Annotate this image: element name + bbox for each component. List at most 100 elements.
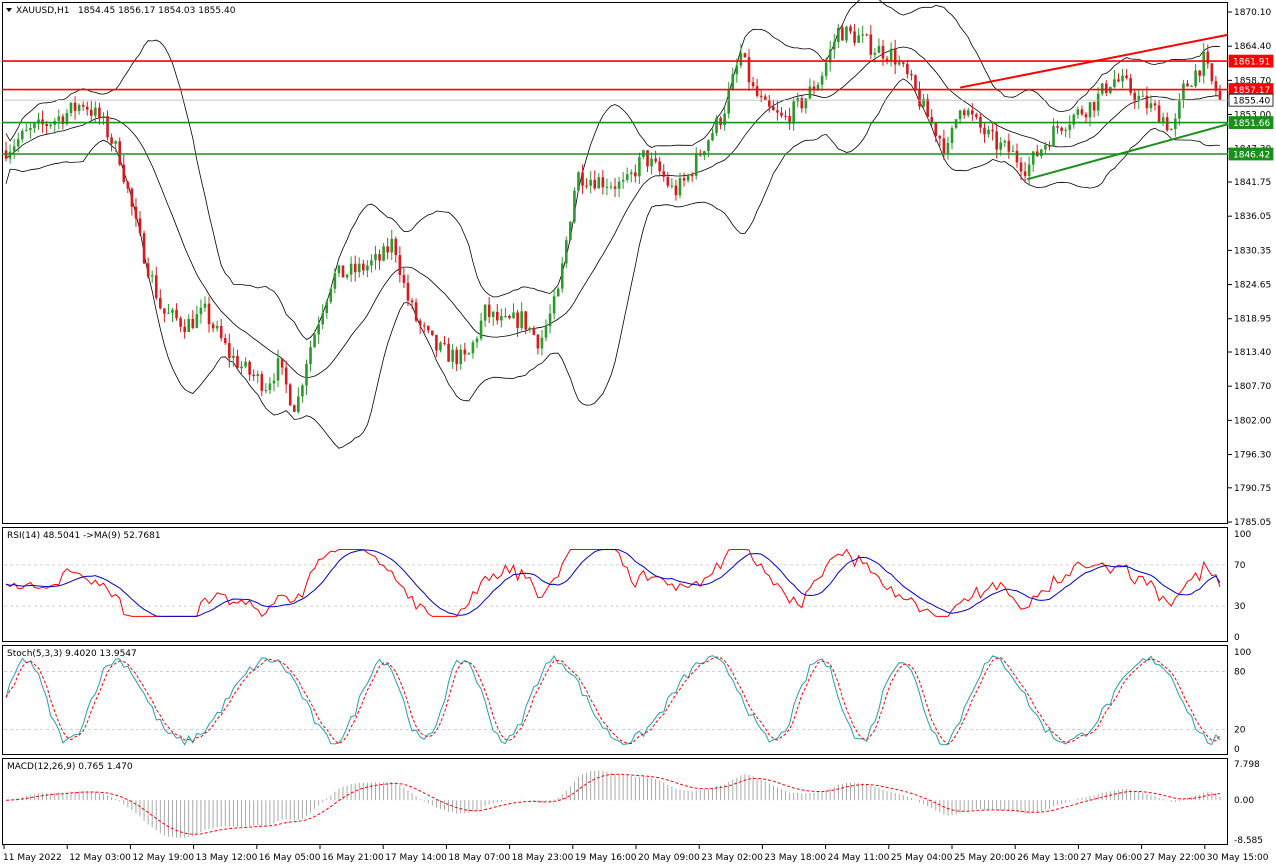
candle[interactable]	[991, 122, 994, 141]
candle[interactable]	[301, 383, 304, 403]
candle[interactable]	[1121, 69, 1124, 89]
candle[interactable]	[463, 342, 467, 362]
candle[interactable]	[780, 107, 783, 118]
candle[interactable]	[487, 297, 491, 324]
candle[interactable]	[776, 100, 779, 121]
candle[interactable]	[260, 371, 264, 397]
candle[interactable]	[146, 257, 150, 279]
candle[interactable]	[479, 312, 483, 341]
candle[interactable]	[613, 178, 617, 198]
candle[interactable]	[195, 305, 199, 329]
candle[interactable]	[33, 122, 36, 133]
candle[interactable]	[122, 155, 126, 185]
candle[interactable]	[321, 304, 325, 330]
candle[interactable]	[329, 288, 333, 305]
candle[interactable]	[1178, 93, 1181, 126]
candle[interactable]	[467, 352, 471, 355]
candle[interactable]	[1092, 101, 1096, 118]
candle[interactable]	[297, 387, 300, 414]
candle[interactable]	[914, 74, 917, 92]
candle[interactable]	[743, 52, 747, 59]
candle[interactable]	[337, 264, 341, 278]
candle[interactable]	[662, 164, 666, 182]
time-axis[interactable]: 11 May 2022 12 May 03:00 12 May 19:00 13 Ma…	[3, 845, 1269, 863]
candle[interactable]	[41, 110, 44, 133]
candle[interactable]	[268, 377, 272, 395]
candle[interactable]	[219, 318, 223, 342]
support-trendline[interactable]	[1026, 123, 1229, 181]
candle[interactable]	[244, 357, 247, 369]
candle[interactable]	[1015, 143, 1019, 168]
candle[interactable]	[536, 333, 540, 355]
candle[interactable]	[751, 77, 755, 89]
candle[interactable]	[248, 360, 251, 382]
candle[interactable]	[1023, 162, 1027, 183]
candle[interactable]	[524, 311, 528, 335]
candle[interactable]	[893, 39, 897, 75]
candle[interactable]	[812, 80, 816, 95]
candle[interactable]	[556, 286, 560, 297]
candle[interactable]	[163, 308, 166, 323]
candle[interactable]	[678, 172, 682, 199]
candle[interactable]	[532, 325, 536, 336]
candle[interactable]	[272, 373, 276, 392]
candle[interactable]	[666, 171, 670, 189]
candle[interactable]	[784, 110, 787, 121]
candle[interactable]	[690, 171, 694, 182]
candle[interactable]	[207, 296, 211, 333]
candle[interactable]	[581, 164, 584, 194]
candle[interactable]	[715, 115, 718, 136]
candle[interactable]	[426, 325, 430, 334]
candle[interactable]	[1096, 87, 1100, 117]
candle[interactable]	[118, 137, 122, 167]
candle[interactable]	[1186, 79, 1189, 87]
candle[interactable]	[723, 107, 726, 131]
candle[interactable]	[1048, 141, 1051, 151]
candle[interactable]	[629, 169, 633, 183]
candle[interactable]	[25, 123, 28, 132]
candle[interactable]	[288, 383, 292, 407]
candle[interactable]	[29, 123, 32, 139]
candle[interactable]	[398, 246, 402, 283]
candle[interactable]	[276, 349, 280, 388]
candle[interactable]	[804, 98, 808, 114]
candle[interactable]	[552, 289, 556, 320]
candle[interactable]	[686, 173, 690, 183]
dropdown-triangle-icon[interactable]	[6, 8, 12, 12]
candle[interactable]	[800, 95, 804, 113]
candle[interactable]	[1157, 100, 1161, 123]
candle[interactable]	[873, 47, 877, 63]
candle[interactable]	[617, 176, 621, 198]
candle[interactable]	[942, 129, 946, 160]
candle[interactable]	[439, 341, 442, 353]
candle[interactable]	[950, 125, 954, 150]
candle[interactable]	[682, 172, 686, 187]
candle[interactable]	[394, 236, 398, 263]
candle[interactable]	[768, 94, 771, 113]
candle[interactable]	[256, 370, 260, 384]
candle[interactable]	[443, 336, 446, 346]
candle[interactable]	[971, 103, 974, 121]
candle[interactable]	[362, 259, 365, 276]
candle[interactable]	[654, 150, 657, 164]
candle[interactable]	[906, 59, 909, 79]
candle[interactable]	[958, 109, 962, 125]
candle[interactable]	[832, 33, 836, 59]
candle[interactable]	[236, 349, 239, 370]
candle[interactable]	[739, 43, 743, 69]
candle[interactable]	[788, 107, 791, 130]
candle[interactable]	[983, 122, 986, 143]
candle[interactable]	[845, 25, 848, 43]
candle[interactable]	[930, 109, 934, 128]
candle[interactable]	[126, 180, 130, 194]
candle[interactable]	[674, 179, 678, 201]
candle[interactable]	[81, 101, 85, 111]
candle[interactable]	[1198, 70, 1201, 83]
candle[interactable]	[820, 71, 824, 91]
candle[interactable]	[792, 98, 795, 131]
candle[interactable]	[1141, 90, 1145, 97]
candle[interactable]	[837, 23, 840, 48]
candle[interactable]	[353, 255, 357, 282]
candle[interactable]	[455, 346, 458, 372]
